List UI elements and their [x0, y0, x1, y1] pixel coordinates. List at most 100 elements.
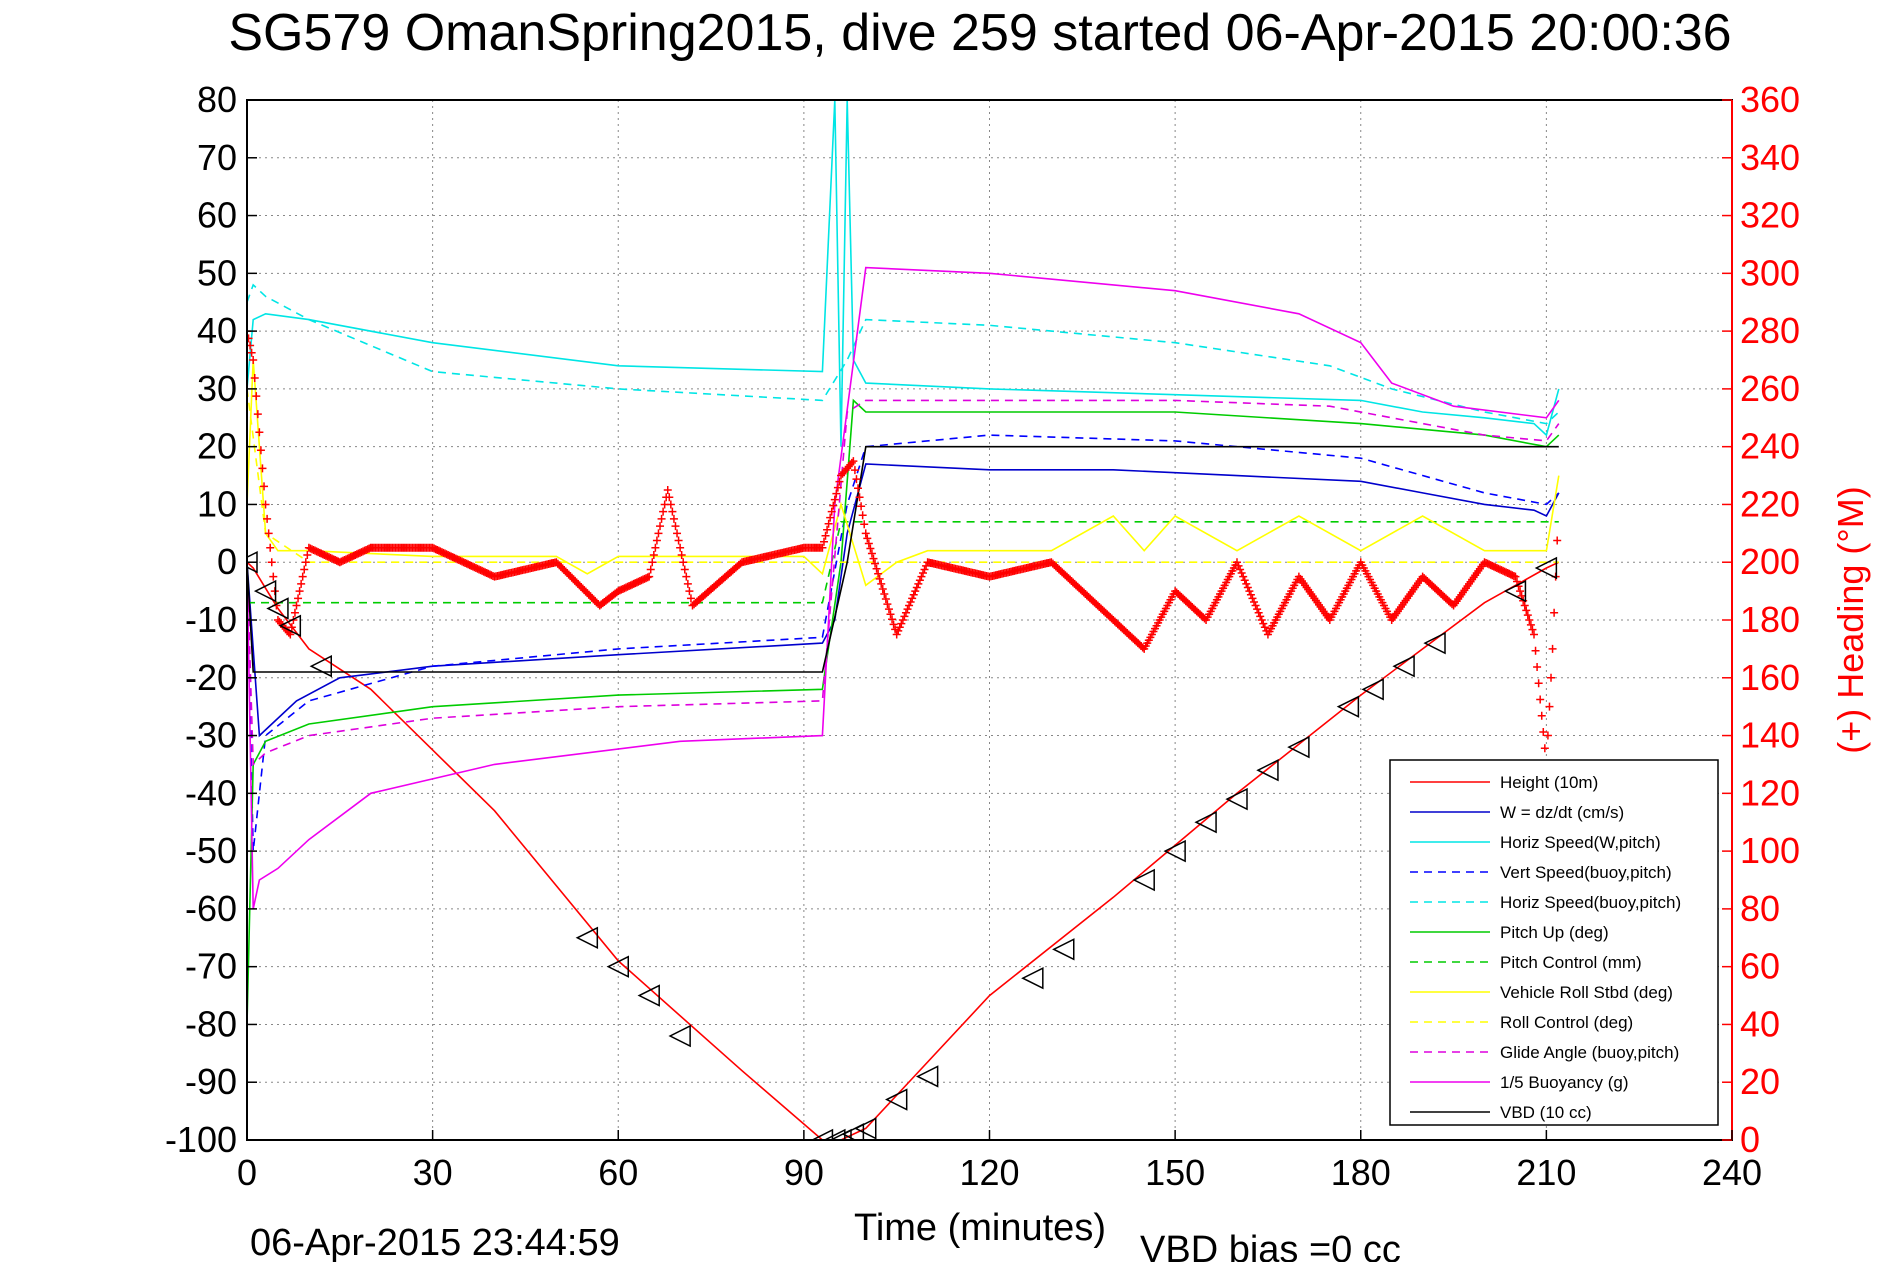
heading-point — [829, 501, 838, 510]
heading-point — [1239, 572, 1248, 581]
heading-point — [665, 493, 674, 502]
heading-point — [1522, 606, 1531, 615]
heading-point — [917, 572, 926, 581]
heading-point — [855, 493, 864, 502]
heading-point — [871, 559, 880, 568]
x-axis: 0 30 60 90 120 150 180 210 240 — [237, 1130, 1762, 1193]
heading-point — [818, 543, 827, 552]
legend-label: 1/5 Buoyancy (g) — [1500, 1073, 1629, 1092]
heading-point — [1539, 727, 1548, 736]
triangle-marker — [637, 984, 660, 1007]
heading-point — [1256, 612, 1265, 621]
heading-point — [256, 446, 265, 455]
heading-point — [857, 502, 866, 511]
heading-point — [290, 608, 299, 617]
heading-point — [886, 610, 895, 619]
heading-point — [915, 576, 924, 585]
triangle-marker — [915, 1065, 939, 1088]
heading-point — [908, 594, 917, 603]
heading-point — [671, 522, 680, 531]
heading-point — [875, 574, 884, 583]
triangle-marker — [1194, 811, 1217, 834]
heading-point — [832, 489, 841, 498]
heading-point — [1250, 597, 1259, 606]
y-right-tick-label: 180 — [1740, 599, 1800, 640]
heading-point — [669, 514, 678, 523]
y-right-tick-label: 320 — [1740, 195, 1800, 236]
legend-label: VBD (10 cc) — [1500, 1103, 1592, 1122]
heading-point — [679, 558, 688, 567]
y-right-tick-label: 140 — [1740, 715, 1800, 756]
heading-point — [863, 534, 872, 543]
heading-point — [860, 520, 869, 529]
heading-point — [294, 594, 303, 603]
heading-point — [827, 507, 836, 516]
heading-point — [849, 457, 858, 466]
heading-point — [1511, 572, 1520, 581]
heading-point — [901, 608, 910, 617]
y-left-tick-label: 20 — [197, 426, 237, 467]
y-left-tick-label: -50 — [185, 830, 237, 871]
triangle-marker — [309, 655, 332, 678]
heading-point — [1534, 679, 1543, 688]
x-tick-label: 150 — [1145, 1152, 1205, 1193]
heading-point — [1550, 608, 1559, 617]
heading-point — [852, 475, 861, 484]
triangle-marker — [810, 1128, 834, 1140]
heading-point — [252, 392, 261, 401]
series-1-5-buoyancy-g — [247, 266, 1560, 910]
triangle-marker — [1256, 759, 1279, 782]
y-right-tick-label: 80 — [1740, 888, 1780, 929]
triangle-marker — [575, 926, 599, 949]
y-left-tick-label: 10 — [197, 483, 237, 524]
legend-label: Glide Angle (buoy,pitch) — [1500, 1043, 1679, 1062]
y-left-tick-label: -10 — [185, 599, 237, 640]
heading-point — [1240, 576, 1249, 585]
heading-point — [905, 601, 914, 610]
legend-label: Pitch Up (deg) — [1500, 923, 1609, 942]
heading-point — [1536, 695, 1545, 704]
heading-point — [298, 572, 307, 581]
heading-point — [1523, 611, 1532, 620]
heading-point — [866, 544, 875, 553]
heading-point — [850, 466, 859, 475]
series-pitch-control-mm — [247, 521, 1559, 604]
heading-point — [861, 529, 870, 538]
heading-point — [668, 507, 677, 516]
triangle-marker — [278, 614, 302, 637]
x-tick-label: 120 — [959, 1152, 1019, 1193]
heading-point — [685, 587, 694, 596]
y-left-tick-label: 60 — [197, 195, 237, 236]
chart-title: SG579 OmanSpring2015, dive 259 started 0… — [228, 4, 1731, 62]
heading-point — [250, 374, 259, 383]
heading-point — [659, 507, 668, 516]
legend-label: Vehicle Roll Stbd (deg) — [1500, 983, 1673, 1002]
y-left-tick-label: -70 — [185, 946, 237, 987]
heading-point — [1547, 673, 1556, 682]
heading-point — [892, 630, 901, 639]
heading-point — [657, 514, 666, 523]
y-right-tick-label: 160 — [1740, 657, 1800, 698]
y-right-tick-label: 360 — [1740, 79, 1800, 120]
heading-point — [677, 551, 686, 559]
heading-point — [1512, 577, 1521, 586]
x-tick-label: 60 — [598, 1152, 638, 1193]
y-left-tick-label: 80 — [197, 79, 237, 120]
x-tick-label: 90 — [784, 1152, 824, 1193]
triangle-marker — [1361, 678, 1384, 701]
footer-vbd-bias: VBD bias =0 cc — [1140, 1229, 1401, 1262]
y-left-tick-label: 0 — [217, 541, 237, 582]
heading-point — [683, 579, 692, 588]
heading-point — [864, 539, 873, 548]
heading-point — [1520, 601, 1529, 610]
x-tick-label: 30 — [413, 1152, 453, 1193]
legend-label: Pitch Control (mm) — [1500, 953, 1642, 972]
y-left-tick-label: -100 — [165, 1119, 237, 1160]
x-tick-label: 210 — [1516, 1152, 1576, 1193]
y-left-tick-label: -80 — [185, 1003, 237, 1044]
heading-point — [680, 565, 689, 574]
heading-point — [649, 551, 658, 559]
heading-point — [889, 620, 898, 629]
series-vbd-10-cc — [247, 445, 1559, 673]
series-horiz-speed-buoy-pitch — [247, 283, 1560, 425]
